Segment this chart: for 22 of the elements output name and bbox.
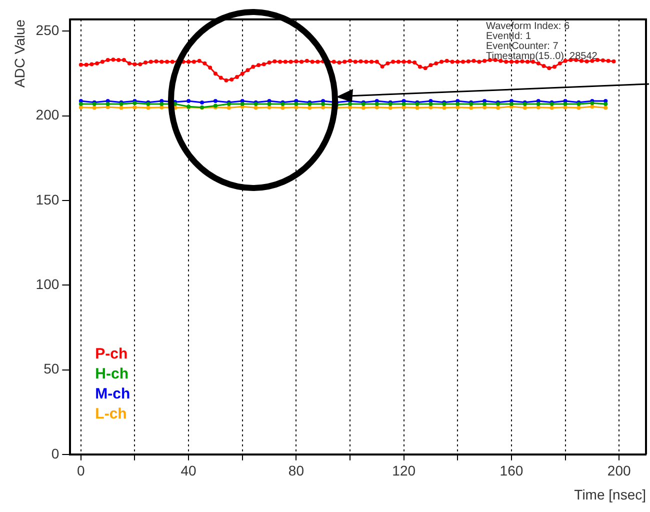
annotation: Timestamp(15..0): 28542 <box>486 51 598 62</box>
text: P-ch <box>95 346 128 363</box>
y-tick-label: 50 <box>44 360 60 377</box>
x-tick-label: 40 <box>180 462 197 479</box>
x-tick-label: 120 <box>392 462 416 479</box>
y-tick-label: 150 <box>36 191 60 208</box>
annotation: Waveform Index: 6 <box>486 21 570 32</box>
x-tick-label: 200 <box>607 462 631 479</box>
text: L-ch <box>95 406 127 423</box>
annotation: EventCounter: 7 <box>486 41 559 52</box>
y-tick-label: 250 <box>36 22 60 38</box>
x-axis-title: Time [nsec] <box>574 486 646 502</box>
y-tick-label: 200 <box>36 106 60 123</box>
x-tick-label: 80 <box>288 462 304 479</box>
y-tick-label: 0 <box>51 445 60 462</box>
annotation: EventId: 1 <box>486 31 532 42</box>
x-tick-label: 160 <box>500 462 524 479</box>
y-axis-title: ADC Value <box>11 19 28 88</box>
y-tick-label: 100 <box>36 276 60 292</box>
text: M-ch <box>95 386 130 403</box>
text: H-ch <box>95 366 128 383</box>
x-tick-label: 0 <box>77 462 86 479</box>
